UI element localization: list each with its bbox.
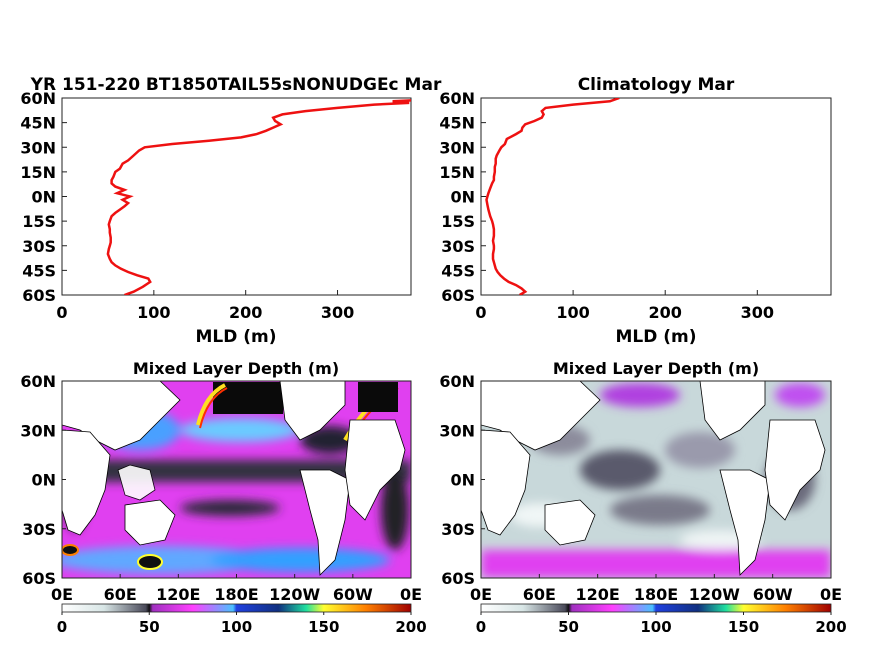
x-tick-label: 100	[137, 303, 170, 322]
map-x-tick-label: 0E	[400, 585, 422, 604]
profile-panel-climatology: Climatology Mar 60S45S30S15S0N15N30N45N6…	[439, 75, 832, 347]
map-panel-climatology: Mixed Layer Depth (m)	[439, 359, 846, 636]
x-axis-label: MLD (m)	[195, 327, 276, 347]
mld-field	[481, 381, 831, 578]
colorbar-tick-label: 0	[476, 618, 486, 636]
y-tick-label: 15N	[439, 163, 475, 182]
x-tick-label: 300	[741, 303, 774, 322]
y-tick-label: 0N	[31, 188, 56, 207]
map-y-axis: 60N 30N 0N 30S 60S	[20, 372, 66, 588]
colorbar-tick-label: 150	[308, 618, 339, 636]
x-tick-label: 300	[321, 303, 354, 322]
y-tick-label: 30N	[439, 138, 475, 157]
y-tick-label: 60S	[441, 286, 475, 305]
colorbar	[480, 603, 832, 613]
map-x-tick-label: 120W	[269, 585, 320, 604]
map-y-tick-label: 30S	[22, 520, 56, 539]
map-y-tick-label: 60N	[439, 372, 475, 391]
colorbar-tick-label: 100	[221, 618, 252, 636]
series-line	[485, 98, 620, 295]
y-tick-label: 30S	[441, 237, 475, 256]
y-tick-label: 45N	[20, 114, 56, 133]
colorbar-tick-label: 200	[815, 618, 846, 636]
map-x-tick-label: 120E	[156, 585, 200, 604]
y-axis: 60S 45S 30S 15S 0N 15N 30N 45N 60N	[20, 89, 67, 305]
map-x-tick-label: 60E	[104, 585, 137, 604]
x-tick-label: 200	[229, 303, 262, 322]
plot-area	[61, 97, 412, 296]
map-panel-model: Mixed Layer Depth (m)	[20, 359, 426, 636]
map-title: Mixed Layer Depth (m)	[133, 359, 339, 378]
x-axis: 0 100 200 300	[475, 290, 774, 322]
continents	[62, 381, 406, 576]
colorbar-tick-label: 200	[395, 618, 426, 636]
map-title: Mixed Layer Depth (m)	[553, 359, 759, 378]
map-x-tick-label: 0E	[51, 585, 73, 604]
map-y-tick-label: 0N	[450, 471, 475, 490]
profile-panel-model: YR 151-220 BT1850TAIL55sNONUDGEc Mar 60S…	[20, 75, 442, 347]
map-x-tick-label: 60W	[753, 585, 793, 604]
map-x-tick-label: 60W	[333, 585, 373, 604]
y-tick-label: 15N	[20, 163, 56, 182]
y-tick-label: 45S	[441, 261, 475, 280]
y-tick-label: 15S	[441, 212, 475, 231]
map-y-tick-label: 0N	[31, 471, 56, 490]
map-x-axis: 0E 60E 120E 180E 120W 60W 0E	[470, 574, 842, 604]
colorbar-tick-label: 50	[558, 618, 579, 636]
y-tick-label: 15S	[22, 212, 56, 231]
colorbar-ticks: 0 50 100 150 200	[476, 612, 847, 636]
map-y-tick-label: 60S	[22, 569, 56, 588]
x-axis: 0 100 200 300	[56, 290, 354, 322]
colorbar-tick-label: 100	[640, 618, 671, 636]
y-tick-label: 60N	[20, 89, 56, 108]
continents	[481, 381, 826, 576]
colorbar-tick-label: 150	[728, 618, 759, 636]
x-tick-label: 200	[649, 303, 682, 322]
map-x-tick-label: 0E	[820, 585, 842, 604]
colorbar-tick-label: 50	[139, 618, 160, 636]
x-tick-label: 0	[475, 303, 486, 322]
x-tick-label: 0	[56, 303, 67, 322]
map-x-tick-label: 180E	[214, 585, 258, 604]
colorbar-ticks: 0 50 100 150 200	[57, 612, 427, 636]
x-tick-label: 100	[556, 303, 589, 322]
map-y-tick-label: 60N	[20, 372, 56, 391]
x-axis-label: MLD (m)	[615, 327, 696, 347]
y-tick-label: 60S	[22, 286, 56, 305]
map-y-tick-label: 60S	[441, 569, 475, 588]
y-tick-label: 30N	[20, 138, 56, 157]
colorbar	[61, 603, 412, 613]
chart-title: YR 151-220 BT1850TAIL55sNONUDGEc Mar	[30, 75, 442, 95]
chart-title: Climatology Mar	[578, 75, 735, 95]
map-y-tick-label: 30N	[20, 421, 56, 440]
y-axis: 60S 45S 30S 15S 0N 15N 30N 45N 60N	[439, 89, 486, 305]
map-x-tick-label: 60E	[523, 585, 556, 604]
map-x-tick-label: 120W	[689, 585, 740, 604]
map-y-axis: 60N 30N 0N 30S 60S	[439, 372, 485, 588]
map-x-tick-label: 0E	[470, 585, 492, 604]
y-tick-label: 45N	[439, 114, 475, 133]
y-tick-label: 0N	[450, 188, 475, 207]
y-tick-label: 60N	[439, 89, 475, 108]
map-x-tick-label: 120E	[576, 585, 620, 604]
series-line	[106, 99, 411, 295]
plot-area	[480, 97, 832, 296]
map-x-tick-label: 180E	[634, 585, 678, 604]
colorbar-tick-label: 0	[57, 618, 67, 636]
map-y-tick-label: 30S	[441, 520, 475, 539]
y-tick-label: 45S	[22, 261, 56, 280]
map-y-tick-label: 30N	[439, 421, 475, 440]
map-x-axis: 0E 60E 120E 180E 120W 60W 0E	[51, 574, 422, 604]
y-tick-label: 30S	[22, 237, 56, 256]
mld-field	[62, 381, 411, 578]
